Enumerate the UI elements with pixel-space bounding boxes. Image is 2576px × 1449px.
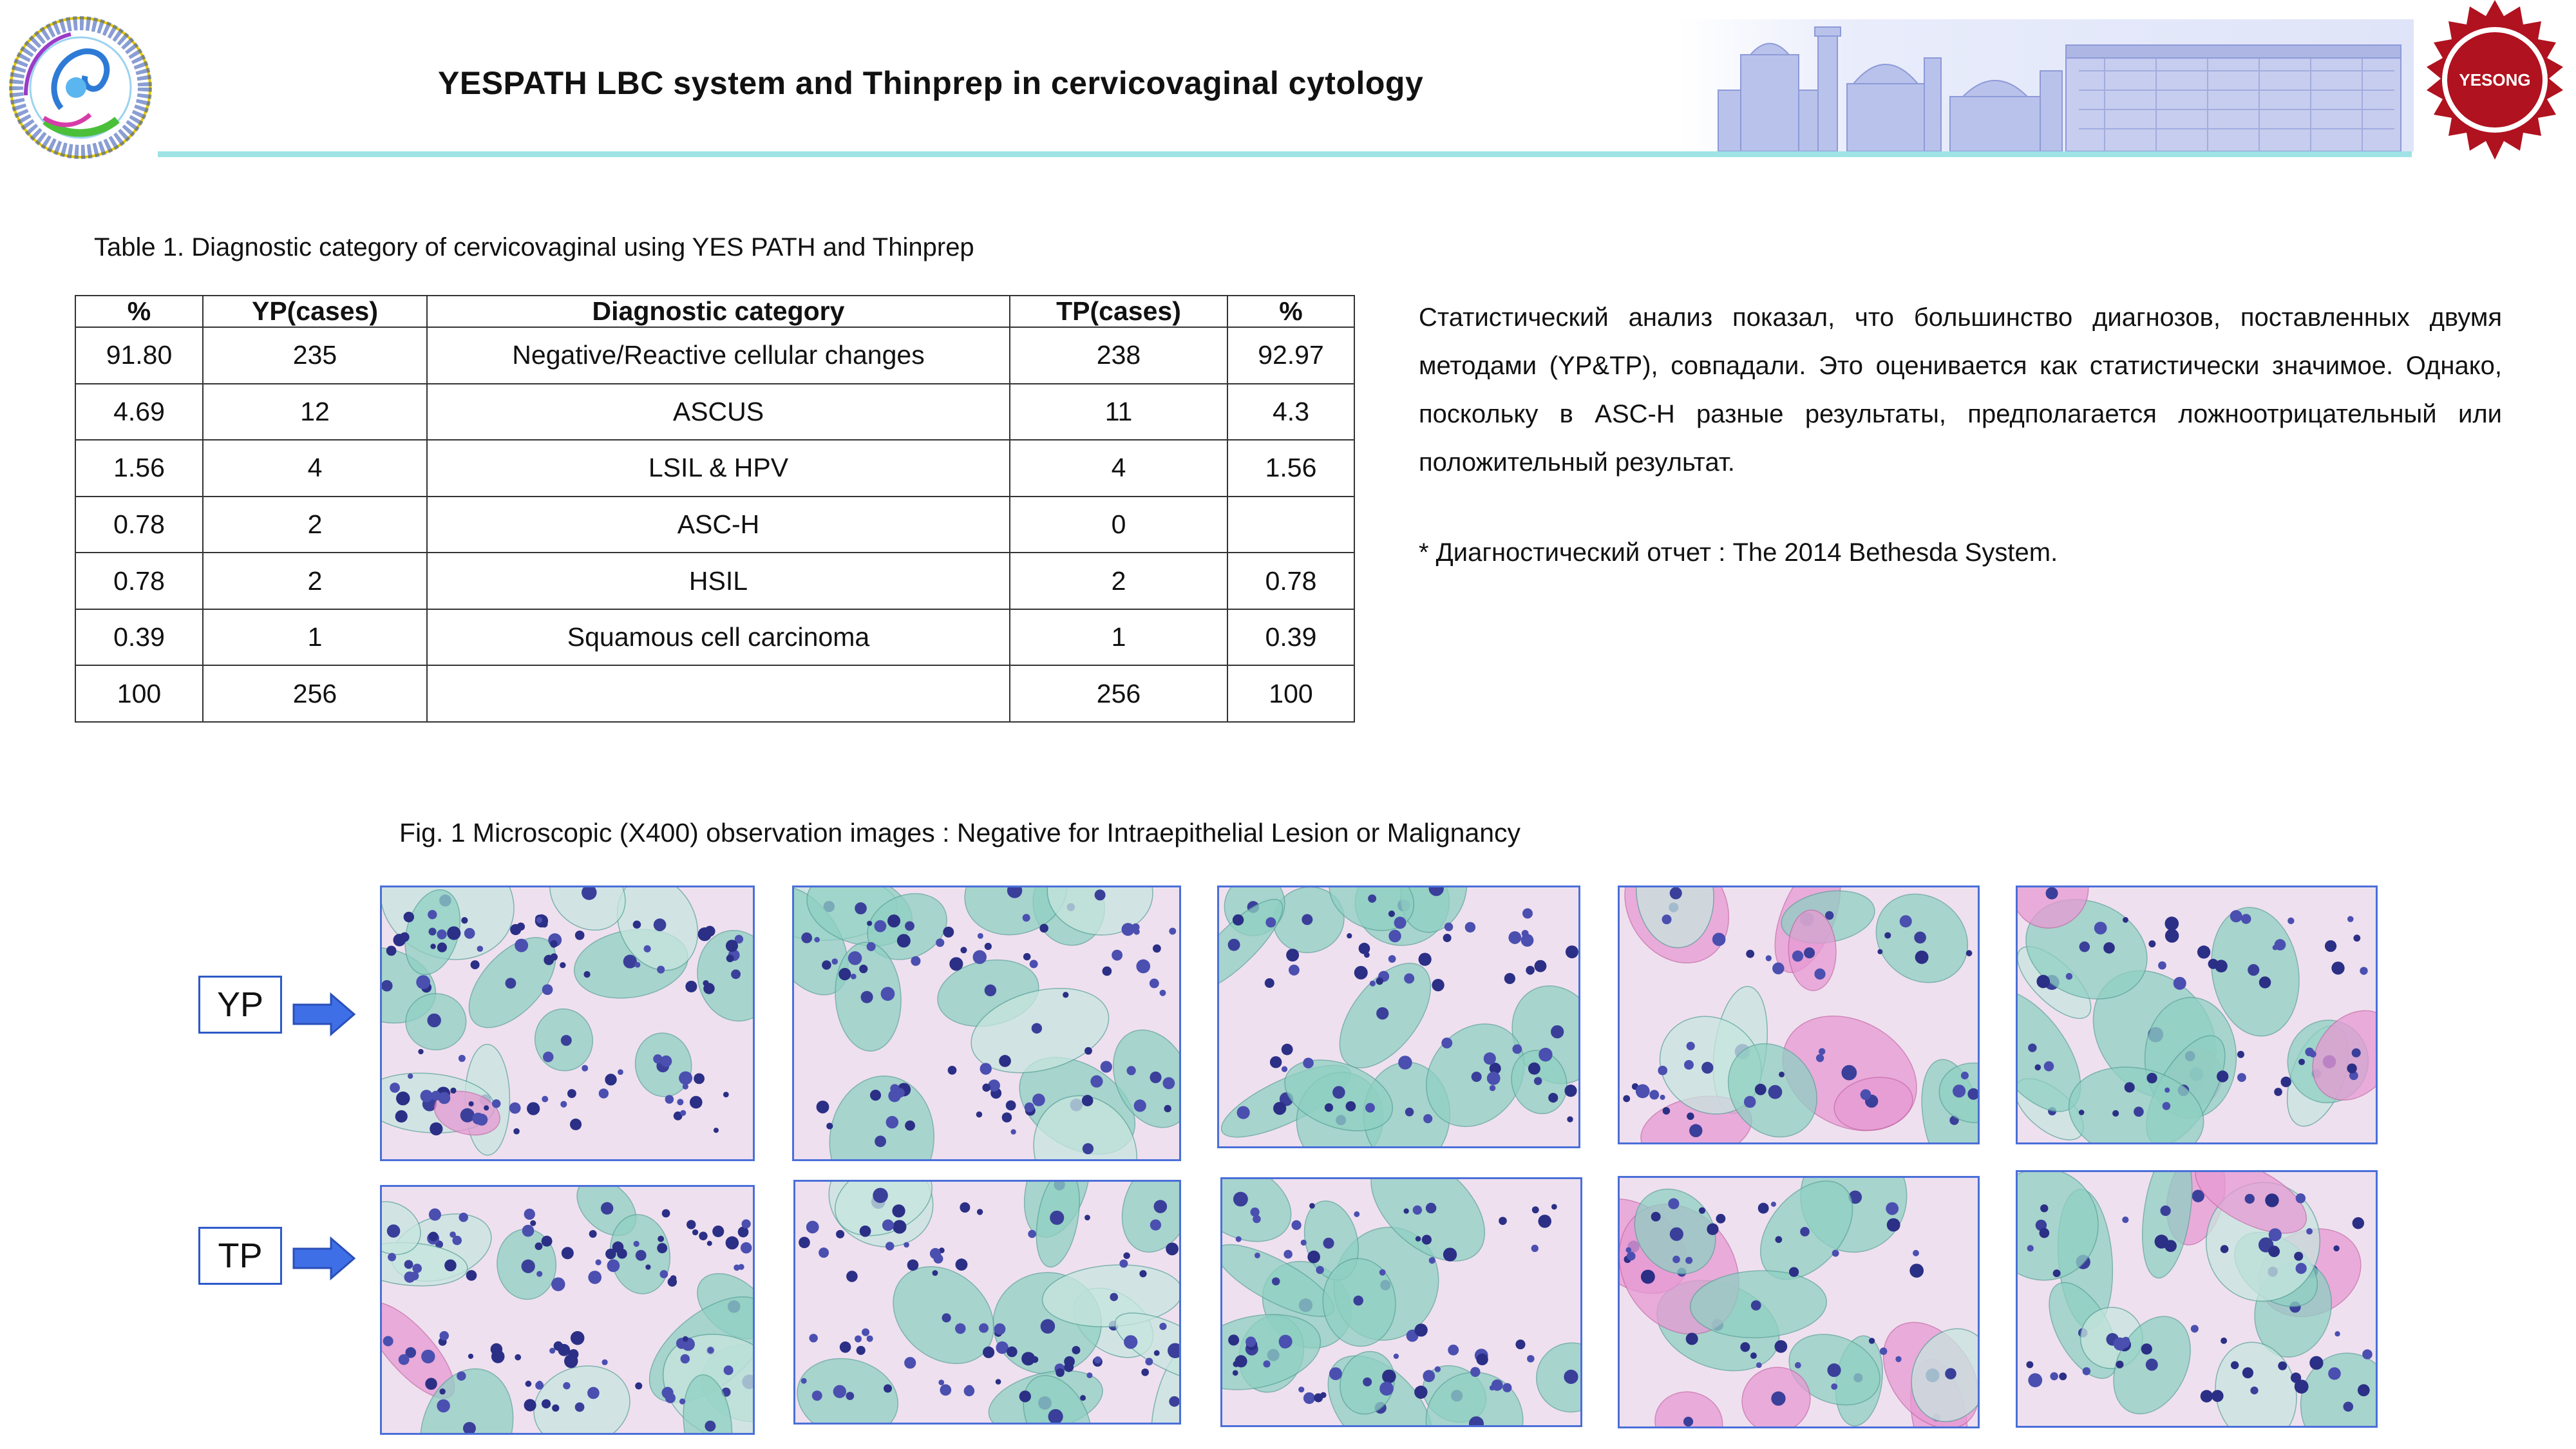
- micrograph-tp-4: [1618, 1176, 1980, 1428]
- table-cell: 12: [202, 383, 428, 441]
- table-cell: 238: [1009, 327, 1228, 384]
- table-cell: 2: [202, 552, 428, 610]
- yesong-logo: YESONG: [2414, 0, 2576, 161]
- table-cell: 100: [1227, 665, 1355, 723]
- institution-logo: [0, 12, 161, 160]
- col-header-tp-cases: TP(cases): [1009, 295, 1228, 328]
- yesong-logo-text: YESONG: [2459, 70, 2530, 90]
- table-cell: 92.97: [1227, 327, 1355, 384]
- statistical-analysis-text: Статистический анализ показал, что больш…: [1419, 303, 2502, 477]
- col-header-yp-cases: YP(cases): [202, 295, 428, 328]
- table-row: 0.78 2 ASC-H 0: [75, 495, 1355, 554]
- table-cell: 256: [202, 665, 428, 723]
- table-cell: 1: [1009, 608, 1228, 667]
- micrograph-yp-5: [2016, 886, 2378, 1144]
- col-header-tp-percent: %: [1227, 295, 1355, 328]
- table-row-total: 100 256 256 100: [75, 665, 1355, 723]
- header-divider-line: [158, 151, 2412, 157]
- table-row: 0.78 2 HSIL 2 0.78: [75, 552, 1355, 610]
- table-cell: 91.80: [75, 327, 204, 384]
- table-cell: 0.78: [1227, 552, 1355, 610]
- table-row: 0.39 1 Squamous cell carcinoma 1 0.39: [75, 608, 1355, 667]
- figure-caption: Fig. 1 Microscopic (X400) observation im…: [399, 818, 1521, 848]
- arrow-right-icon: [291, 1236, 357, 1281]
- micrograph-yp-3: [1217, 886, 1580, 1148]
- table-cell: 1: [202, 608, 428, 667]
- table-cell: 2: [1009, 552, 1228, 610]
- city-banner-image: [1680, 19, 2414, 152]
- table-row: 1.56 4 LSIL & HPV 4 1.56: [75, 439, 1355, 497]
- table-cell: 1.56: [1227, 439, 1355, 497]
- table-caption: Table 1. Diagnostic category of cervicov…: [94, 233, 974, 261]
- table-cell: 0.39: [75, 608, 204, 667]
- row-label-tp: TP: [198, 1227, 282, 1285]
- micrograph-yp-2: [792, 886, 1181, 1161]
- micrograph-yp-4: [1618, 886, 1980, 1144]
- table-cell: Squamous cell carcinoma: [426, 608, 1010, 667]
- micrograph-tp-1: [380, 1185, 755, 1435]
- table-cell: 0.39: [1227, 608, 1355, 667]
- table-cell: 0.78: [75, 552, 204, 610]
- table-row: 91.80 235 Negative/Reactive cellular cha…: [75, 327, 1355, 384]
- col-header-diagnostic-category: Diagnostic category: [426, 295, 1010, 328]
- diagnostic-category-table: % YP(cases) Diagnostic category TP(cases…: [75, 295, 1355, 723]
- table-cell: 4.69: [75, 383, 204, 441]
- table-cell: 2: [202, 495, 428, 554]
- table-cell: 235: [202, 327, 428, 384]
- table-cell: [1227, 495, 1355, 554]
- micrograph-tp-5: [2016, 1170, 2378, 1428]
- table-cell: HSIL: [426, 552, 1010, 610]
- bethesda-footnote: * Диагностический отчет : The 2014 Bethe…: [1419, 538, 2058, 567]
- micrograph-tp-3: [1220, 1177, 1582, 1427]
- table-cell: LSIL & HPV: [426, 439, 1010, 497]
- table-cell: ASC-H: [426, 495, 1010, 554]
- arrow-right-icon: [291, 992, 357, 1037]
- table-cell: 0: [1009, 495, 1228, 554]
- table-cell: 4: [1009, 439, 1228, 497]
- table-cell: Negative/Reactive cellular changes: [426, 327, 1010, 384]
- table-cell: 256: [1009, 665, 1228, 723]
- table-cell: [426, 665, 1010, 723]
- micrograph-yp-1: [380, 886, 755, 1161]
- micrograph-tp-2: [793, 1180, 1181, 1425]
- table-row: 4.69 12 ASCUS 11 4.3: [75, 383, 1355, 441]
- table-cell: 100: [75, 665, 204, 723]
- table-cell: 0.78: [75, 495, 204, 554]
- col-header-yp-percent: %: [75, 295, 204, 328]
- page-title: YESPATH LBC system and Thinprep in cervi…: [438, 65, 1424, 101]
- table-cell: 1.56: [75, 439, 204, 497]
- table-cell: 11: [1009, 383, 1228, 441]
- table-cell: ASCUS: [426, 383, 1010, 441]
- row-label-yp: YP: [198, 976, 282, 1034]
- table-cell: 4: [202, 439, 428, 497]
- table-header-row: % YP(cases) Diagnostic category TP(cases…: [75, 295, 1355, 328]
- table-cell: 4.3: [1227, 383, 1355, 441]
